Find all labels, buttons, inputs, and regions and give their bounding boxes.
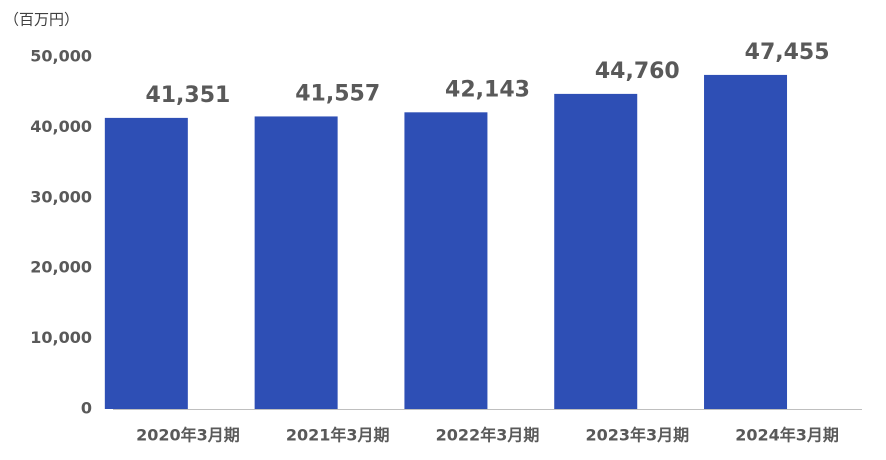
x-tick-label: 2020年3月期 — [136, 426, 240, 445]
y-tick-label: 40,000 — [30, 117, 92, 136]
x-tick-label: 2022年3月期 — [436, 426, 540, 445]
y-tick-label: 10,000 — [30, 328, 92, 347]
bar — [704, 74, 788, 409]
value-label: 47,455 — [745, 40, 830, 65]
x-tick-label: 2021年3月期 — [286, 426, 390, 445]
y-tick-label: 50,000 — [30, 47, 92, 66]
bar — [404, 112, 488, 409]
unit-label: （百万円） — [4, 11, 79, 29]
value-label: 42,143 — [445, 77, 530, 102]
value-label: 41,351 — [145, 83, 230, 108]
value-label: 41,557 — [295, 81, 380, 106]
bar — [104, 117, 188, 409]
bar — [254, 116, 338, 409]
bar — [554, 93, 638, 410]
x-tick-label: 2023年3月期 — [585, 426, 689, 445]
y-tick-label: 0 — [81, 399, 92, 418]
x-tick-label: 2024年3月期 — [735, 426, 839, 445]
y-tick-label: 30,000 — [30, 187, 92, 206]
y-tick-label: 20,000 — [30, 258, 92, 277]
value-label: 44,760 — [595, 59, 680, 84]
